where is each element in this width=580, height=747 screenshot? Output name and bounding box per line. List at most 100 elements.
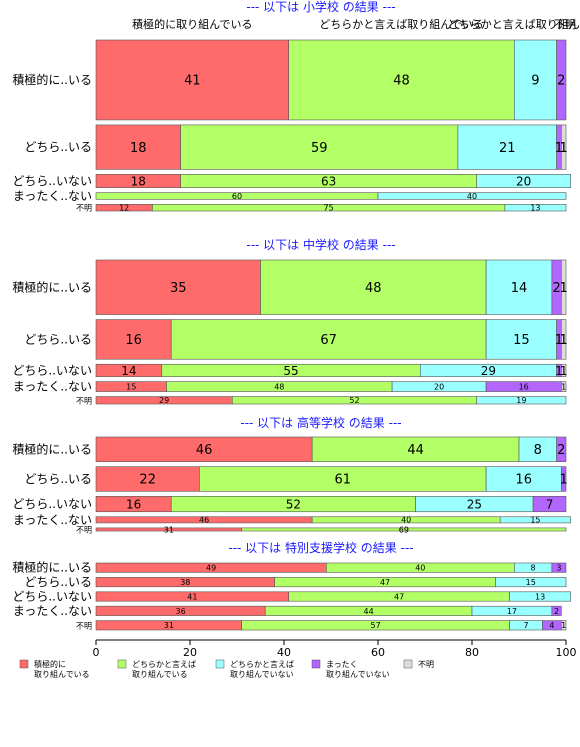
- column-header-label: 不明: [554, 18, 576, 31]
- x-tick-label: 60: [371, 646, 385, 659]
- x-tick-label: 100: [556, 646, 577, 659]
- segment-value-label: 46: [196, 443, 213, 458]
- panel: --- 以下は 中学校 の結果 ---積極的に..いる 35 48 14 21どちら..…: [12, 237, 567, 405]
- row-label: まったく..ない: [13, 604, 92, 618]
- segment-value-label: 14: [511, 281, 528, 296]
- bar-segment: [377, 192, 567, 200]
- segment-value-label: 17: [507, 607, 517, 616]
- segment-value-label: 75: [324, 204, 334, 213]
- legend-swatch: [117, 659, 127, 669]
- segment-value-label: 16: [515, 473, 532, 488]
- bar-segment: [485, 466, 562, 492]
- segment-value-label: 21: [499, 141, 516, 156]
- segment-value-label: 47: [394, 592, 404, 601]
- segment-value-label: 38: [180, 578, 190, 587]
- segment-value-label: 1: [560, 281, 568, 296]
- bar-segment: [499, 516, 572, 524]
- bar-segment: [560, 319, 567, 360]
- panel: --- 以下は 特別支援学校 の結果 --- 積極的に..いる 49 40 8 3 どちら.…: [12, 540, 572, 630]
- segment-value-label: 60: [232, 192, 242, 201]
- segment-value-label: 2: [554, 607, 559, 616]
- segment-value-label: 1: [560, 473, 568, 488]
- bar-segment: [509, 591, 572, 602]
- row-label: どちら..いる: [24, 472, 92, 486]
- segment-value-label: 1: [560, 364, 568, 378]
- segment-value-label: 48: [393, 74, 410, 89]
- segment-value-label: 63: [321, 174, 336, 188]
- bar-row: どちら..いる 18 59 21 11: [24, 124, 568, 170]
- panel-title: --- 以下は 中学校 の結果 ---: [246, 237, 395, 252]
- segment-value-label: 3: [556, 564, 561, 573]
- row-label: まったく..ない: [13, 189, 92, 203]
- bar-segment: [180, 124, 459, 170]
- segment-value-label: 18: [130, 141, 147, 156]
- bar-segment: [457, 124, 557, 170]
- segment-value-label: 1: [561, 382, 566, 391]
- segment-value-label: 2: [557, 74, 565, 89]
- legend-label: どちらかと言えば取り組んでいる: [132, 659, 196, 679]
- legend-label: 積極的に取り組んでいる: [34, 659, 90, 679]
- panel: --- 以下は 高等学校 の結果 --- 積極的に..いる 46 44 8 2 どちら..い…: [12, 415, 572, 534]
- segment-value-label: 1: [555, 364, 563, 378]
- segment-value-label: 48: [365, 281, 382, 296]
- bar-row: 積極的に..いる 35 48 14 21: [12, 259, 568, 315]
- row-label: どちら..いない: [12, 497, 92, 511]
- bar-segment: [260, 259, 487, 315]
- segment-value-label: 8: [531, 564, 536, 573]
- segment-value-label: 4: [549, 621, 554, 630]
- bar-segment: [532, 496, 567, 513]
- bar-segment: [556, 436, 567, 462]
- x-axis: 0 20 40 60 80 100: [93, 639, 577, 659]
- legend: 積極的に取り組んでいる どちらかと言えば取り組んでいる どちらかと言えば取り組んでい…: [19, 659, 434, 679]
- bar-row: 不明 31 69: [76, 525, 567, 534]
- bar-row: 積極的に..いる 41 48 9 2: [12, 39, 567, 121]
- segment-value-label: 22: [139, 473, 156, 488]
- segment-value-label: 46: [199, 516, 209, 525]
- segment-value-label: 19: [516, 396, 526, 405]
- bar-segment: [513, 39, 557, 121]
- bar-row: 不明 29 52 19: [76, 396, 567, 405]
- bar-row: まったく..ない 60 40: [13, 189, 567, 203]
- bar-segment: [485, 259, 553, 315]
- bar-segment: [95, 259, 261, 315]
- segment-value-label: 29: [481, 364, 496, 378]
- legend-swatch: [311, 659, 321, 669]
- segment-value-label: 15: [530, 516, 540, 525]
- bar-segment: [560, 363, 567, 377]
- segment-value-label: 52: [349, 396, 359, 405]
- segment-value-label: 31: [164, 525, 174, 534]
- bar-row: どちら..いる 16 67 15 11: [24, 319, 568, 360]
- segment-value-label: 13: [530, 204, 540, 213]
- bar-row: どちら..いない 18 63 20: [12, 174, 572, 188]
- column-header-label: どちらかと言えば取り組んでいる: [319, 18, 483, 31]
- bar-segment: [476, 396, 567, 405]
- segment-value-label: 20: [516, 174, 531, 188]
- bar-segment: [95, 466, 200, 492]
- row-label: まったく..ない: [13, 380, 92, 394]
- legend-swatch: [215, 659, 225, 669]
- row-label: どちら..いない: [12, 363, 92, 377]
- segment-value-label: 25: [467, 497, 482, 511]
- bar-row: まったく..ない 46 40 15: [13, 513, 572, 527]
- bar-row: 不明 12 75 13: [76, 204, 567, 213]
- row-label: どちら..いる: [24, 140, 92, 154]
- segment-value-label: 16: [519, 382, 529, 391]
- segment-value-label: 2: [552, 281, 560, 296]
- segment-value-label: 44: [364, 607, 374, 616]
- bar-segment: [551, 605, 562, 616]
- row-label: どちら..いる: [24, 575, 92, 589]
- segment-value-label: 12: [119, 204, 129, 213]
- segment-value-label: 31: [164, 621, 174, 630]
- x-tick-label: 80: [465, 646, 479, 659]
- segment-value-label: 49: [206, 564, 216, 573]
- segment-value-label: 14: [121, 364, 136, 378]
- segment-value-label: 1: [561, 621, 566, 630]
- segment-value-label: 36: [176, 607, 186, 616]
- bar-row: どちら..いる 22 61 16 1: [24, 466, 568, 492]
- bar-segment: [551, 562, 567, 573]
- bar-segment: [476, 174, 572, 188]
- bar-row: 積極的に..いる 49 40 8 3: [12, 560, 567, 575]
- segment-value-label: 41: [187, 592, 197, 601]
- bar-row: 不明 31 57 7 4 1: [76, 620, 567, 630]
